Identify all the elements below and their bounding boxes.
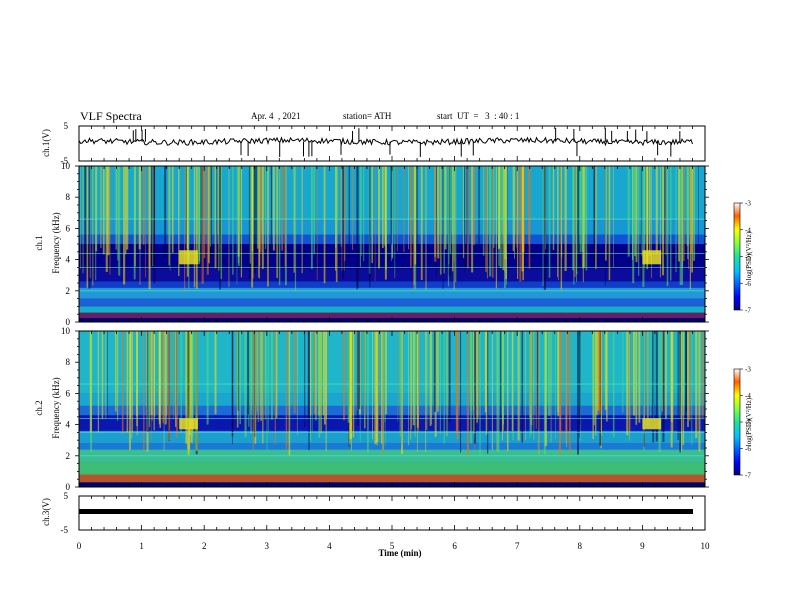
spectrogram-ch1-ylabel-channel: ch.1 [34,235,44,251]
ytick-label-waveform-ch3-1: -5 [61,525,69,535]
xtick-label-3: 3 [265,541,270,551]
colorbar-tick-spectrogram-ch1-0: -3 [745,200,751,208]
waveform-ch1-ylabel: ch.1(V) [41,129,51,157]
colorbar-tick-spectrogram-ch1-4: -7 [745,307,751,315]
colorbar-ch2-label: log(PSD)(V²/Hz) [745,397,753,447]
waveform-ch1-trace [78,136,693,147]
ytick-label-spectrogram-ch1-4: 8 [66,192,71,202]
colorbar-tick-spectrogram-ch1-3: -6 [745,280,751,288]
colorbar-tick-labels: -3 -4 -5 -6 -7 -3 -4 -5 -6 -7 [740,200,751,480]
ytick-label-spectrogram-ch1-2: 4 [66,255,71,265]
date-label: Apr. 4 , 2021 [251,111,301,121]
xtick-label-0: 0 [77,541,82,551]
waveform-ch3-trace [79,509,693,514]
ytick-label-spectrogram-ch2-1: 2 [66,451,71,461]
xtick-label-6: 6 [452,541,457,551]
ytick-label-spectrogram-ch2-4: 8 [66,357,71,367]
colorbar-ch2 [733,368,741,476]
spectrogram-ch2-ylabel-channel: ch.2 [34,400,44,416]
xtick-label-7: 7 [515,541,520,551]
colorbar-tick-spectrogram-ch2-2: -5 [745,419,751,427]
ytick-label-waveform-ch1-0: 5 [64,121,69,131]
spectrogram-ch2-image [79,331,705,487]
spectrogram-ch2-ylabel: Frequency (kHz) [51,377,61,439]
colorbar-tick-spectrogram-ch2-1: -4 [745,392,751,400]
start-ut-label: start UT = 3 : 40 : 1 [437,111,520,121]
ytick-label-spectrogram-ch1-3: 6 [66,223,71,233]
xtick-label-2: 2 [202,541,207,551]
colorbar-tick-spectrogram-ch2-0: -3 [745,366,751,374]
spectrogram-ch1-image [79,166,705,322]
xtick-label-1: 1 [139,541,144,551]
station-label: station= ATH [343,111,392,121]
ytick-label-spectrogram-ch2-3: 6 [66,388,71,398]
xtick-label-4: 4 [327,541,332,551]
ytick-label-waveform-ch3-0: 5 [64,491,69,501]
colorbar-ch1 [733,202,741,311]
ytick-label-waveform-ch1-1: -5 [61,156,69,166]
xtick-label-8: 8 [578,541,583,551]
waveform-ch3-ylabel: ch.3(V) [41,498,51,526]
ytick-label-spectrogram-ch2-2: 4 [66,420,71,430]
waveform-ch1-frame [78,125,706,162]
waveform-ch1-spikes [132,127,681,158]
x-axis-label: Time (min) [378,548,422,558]
colorbar-tick-spectrogram-ch1-2: -5 [745,253,751,261]
spectrogram-ch1-ylabel: Frequency (kHz) [51,212,61,274]
xtick-label-5: 5 [390,541,395,551]
ytick-label-spectrogram-ch2-0: 0 [66,482,71,492]
colorbar-ch1-label: log(PSD)(V²/Hz) [745,231,753,281]
xtick-label-10: 10 [701,541,711,551]
figure-title: VLF Spectra [80,109,142,123]
colorbar-tick-spectrogram-ch2-3: -6 [745,445,751,453]
axis-ticks [75,125,709,531]
ytick-label-spectrogram-ch1-1: 2 [66,286,71,296]
ytick-label-spectrogram-ch1-5: 10 [61,161,71,171]
colorbar-tick-spectrogram-ch2-4: -7 [745,472,751,480]
colorbar-tick-spectrogram-ch1-1: -4 [745,226,751,234]
xtick-label-9: 9 [640,541,645,551]
ytick-label-spectrogram-ch2-5: 10 [61,326,71,336]
ytick-label-spectrogram-ch1-0: 0 [66,317,71,327]
